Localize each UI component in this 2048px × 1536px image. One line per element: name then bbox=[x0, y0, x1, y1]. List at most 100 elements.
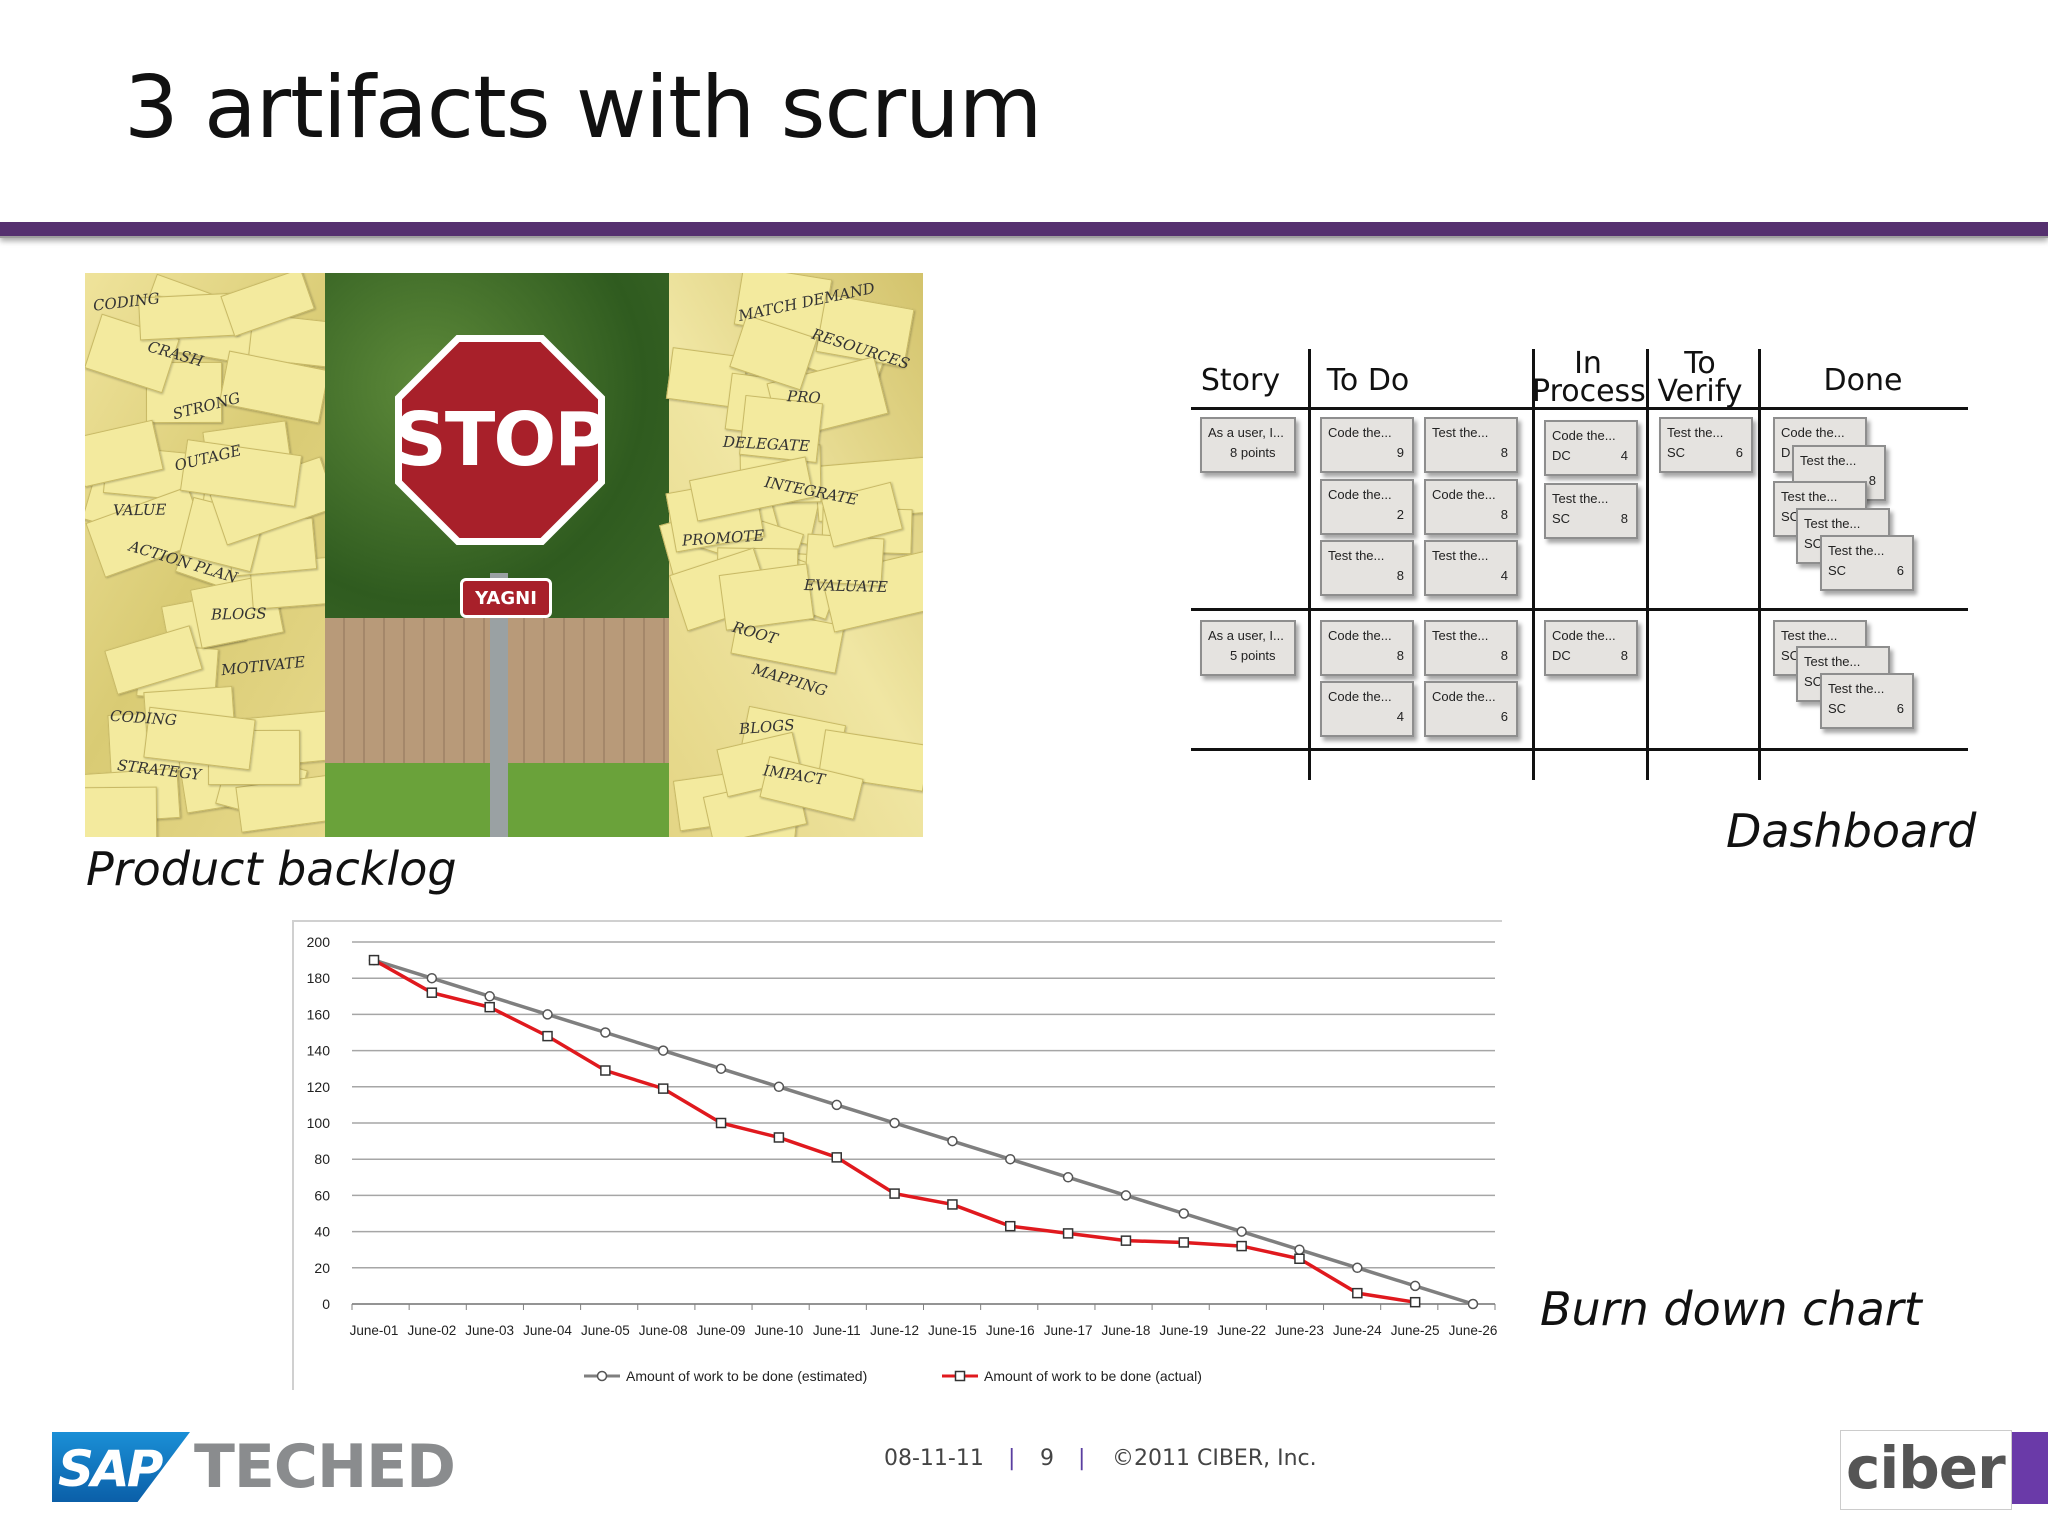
task-card-title: As a user, I... bbox=[1208, 628, 1284, 643]
task-card-title: Test the... bbox=[1432, 548, 1489, 563]
x-tick-label: June-16 bbox=[986, 1323, 1035, 1338]
ciber-logo-accent bbox=[2012, 1432, 2048, 1504]
task-card-sub: DC bbox=[1552, 648, 1571, 663]
x-tick-label: June-01 bbox=[350, 1323, 399, 1338]
page-title: 3 artifacts with scrum bbox=[124, 58, 1042, 158]
task-card: Test the... 8 bbox=[1792, 445, 1886, 501]
y-tick-label: 100 bbox=[307, 1115, 331, 1131]
data-point-actual bbox=[1120, 1235, 1132, 1246]
task-card-points: 8 bbox=[1500, 445, 1508, 460]
data-point-actual bbox=[1178, 1237, 1190, 1248]
x-tick-label: June-22 bbox=[1217, 1323, 1266, 1338]
data-point-actual bbox=[889, 1188, 900, 1199]
data-point-actual bbox=[715, 1117, 727, 1129]
data-point-actual bbox=[947, 1199, 958, 1210]
task-card-points: 6 bbox=[1896, 701, 1904, 716]
caption-product-backlog: Product backlog bbox=[86, 842, 457, 896]
task-card-sub: SC bbox=[1828, 563, 1847, 578]
sticky-note-text: DELEGATE bbox=[722, 432, 811, 456]
ciber-logo-text: ciber bbox=[1846, 1434, 2006, 1502]
task-card: Test the... 8 bbox=[1320, 540, 1414, 596]
legend-marker bbox=[954, 1370, 966, 1382]
data-point-actual bbox=[368, 954, 380, 966]
caption-burn-down-chart: Burn down chart bbox=[1540, 1282, 1922, 1336]
x-tick-label: June-17 bbox=[1044, 1323, 1093, 1338]
sticky-note-text: PRO bbox=[786, 386, 822, 407]
x-tick-label: June-02 bbox=[407, 1323, 456, 1338]
task-card: Test the... SC 6 bbox=[1820, 673, 1914, 729]
data-point-estimated bbox=[1178, 1208, 1190, 1219]
task-card-points: 8 bbox=[1396, 648, 1404, 663]
y-tick-label: 40 bbox=[314, 1224, 330, 1240]
data-point-estimated bbox=[426, 972, 438, 984]
data-point-actual bbox=[657, 1083, 669, 1094]
task-card-points: 4 bbox=[1396, 709, 1404, 724]
task-card-points: 8 bbox=[1500, 648, 1508, 663]
data-point-estimated bbox=[657, 1045, 669, 1056]
y-tick-label: 20 bbox=[314, 1260, 330, 1276]
y-tick-label: 160 bbox=[307, 1006, 331, 1022]
task-card-points: 4 bbox=[1620, 448, 1628, 463]
task-card-sub: SC bbox=[1552, 511, 1571, 526]
task-card-title: Test the... bbox=[1804, 654, 1861, 669]
task-card-title: Test the... bbox=[1781, 628, 1838, 643]
title-divider-shadow bbox=[0, 236, 2048, 238]
task-card-points: 2 bbox=[1396, 507, 1404, 522]
x-tick-label: June-08 bbox=[639, 1323, 688, 1338]
x-tick-label: June-04 bbox=[523, 1323, 572, 1338]
x-tick-label: June-12 bbox=[870, 1323, 919, 1338]
task-card-title: Code the... bbox=[1432, 689, 1496, 704]
sap-logo-text: SAP bbox=[58, 1440, 163, 1498]
task-card: Code the... 2 bbox=[1320, 479, 1414, 535]
data-point-estimated bbox=[1467, 1298, 1479, 1310]
task-card: Code the... 8 bbox=[1320, 620, 1414, 676]
sign-pole bbox=[490, 573, 508, 837]
data-point-actual bbox=[600, 1065, 611, 1076]
data-point-actual bbox=[1294, 1253, 1305, 1264]
task-card-title: Test the... bbox=[1828, 543, 1885, 558]
x-tick-label: June-26 bbox=[1449, 1323, 1498, 1338]
data-point-estimated bbox=[1120, 1190, 1132, 1201]
board-vline-2 bbox=[1532, 349, 1535, 780]
stop-sign-scene: STOP YAGNI bbox=[325, 273, 669, 837]
footer-separator-2: | bbox=[1078, 1446, 1086, 1471]
task-card-sub: 8 points bbox=[1230, 445, 1276, 460]
data-point-estimated bbox=[1062, 1172, 1074, 1183]
sticky-notes-left: CODING CRASH STRONG OUTAGE VALUE ACTION PLAN B… bbox=[85, 273, 365, 837]
task-card: Test the... 4 bbox=[1424, 540, 1518, 596]
data-point-actual bbox=[542, 1030, 553, 1042]
data-point-actual bbox=[1005, 1220, 1016, 1232]
task-card-title: Test the... bbox=[1328, 548, 1385, 563]
board-vline-3 bbox=[1646, 349, 1649, 780]
x-tick-label: June-11 bbox=[813, 1323, 861, 1338]
column-header-in-process: In Process bbox=[1532, 346, 1646, 409]
task-card: Test the... SC 6 bbox=[1659, 417, 1753, 473]
x-tick-label: June-09 bbox=[697, 1323, 746, 1338]
footer-date: 08-11-11 bbox=[884, 1446, 984, 1471]
task-card: Code the... DC 8 bbox=[1544, 620, 1638, 676]
board-row-line-2 bbox=[1191, 748, 1968, 751]
y-tick-label: 120 bbox=[307, 1079, 331, 1095]
board-header-line bbox=[1191, 407, 1968, 410]
data-point-estimated bbox=[773, 1081, 785, 1093]
scrum-dashboard: Story To Do In Process To Verify Done As… bbox=[1188, 345, 1968, 780]
data-point-estimated bbox=[1409, 1280, 1421, 1292]
data-point-actual bbox=[484, 1001, 495, 1013]
data-point-estimated bbox=[831, 1099, 842, 1111]
legend-label: Amount of work to be done (actual) bbox=[984, 1368, 1202, 1384]
title-divider bbox=[0, 222, 2048, 236]
task-card-sub: SC bbox=[1828, 701, 1847, 716]
task-card-title: Test the... bbox=[1552, 491, 1609, 506]
burndown-chart-frame bbox=[292, 920, 1502, 1390]
data-point-estimated bbox=[947, 1135, 958, 1147]
caption-dashboard: Dashboard bbox=[1726, 804, 1977, 858]
board-row-line-1 bbox=[1191, 608, 1968, 611]
data-point-estimated bbox=[484, 991, 495, 1002]
stop-sign-text: STOP bbox=[402, 342, 598, 538]
data-point-estimated bbox=[1294, 1244, 1305, 1255]
task-card-points: 9 bbox=[1396, 445, 1404, 460]
x-tick-label: June-15 bbox=[928, 1323, 977, 1338]
y-tick-label: 60 bbox=[314, 1187, 330, 1203]
column-header-to-do: To Do bbox=[1326, 363, 1410, 398]
legend-label: Amount of work to be done (estimated) bbox=[626, 1368, 867, 1384]
